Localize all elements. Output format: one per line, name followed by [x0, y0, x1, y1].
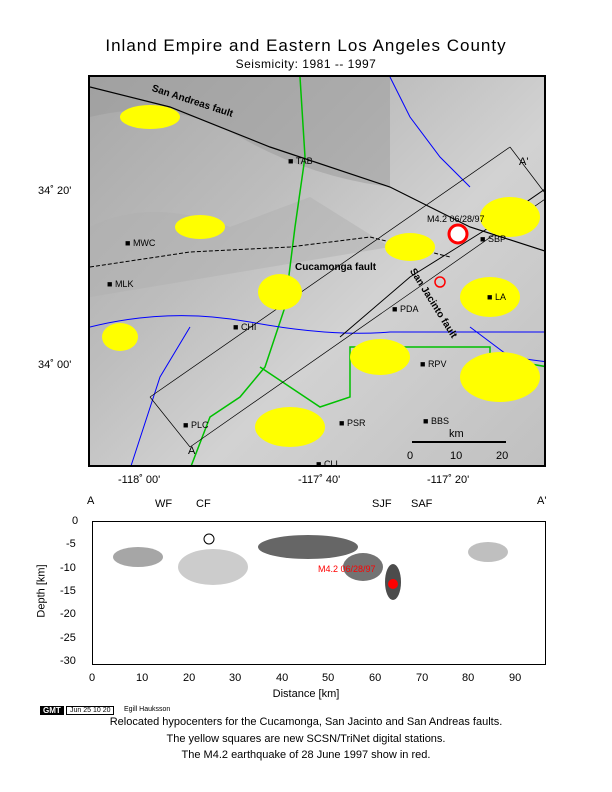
- section-graphics: [113, 533, 508, 600]
- hypocenter-clusters: [113, 535, 508, 600]
- station-chi: ■ CHI: [233, 322, 257, 332]
- map-graphics: [90, 77, 544, 465]
- gmt-logo: GMT: [40, 706, 64, 715]
- x-tick-90: 90: [509, 672, 522, 684]
- station-bbs: ■ BBS: [423, 416, 449, 426]
- y-tick-5: -5: [66, 538, 76, 550]
- lon-label-118-00: -118˚ 00': [118, 474, 161, 486]
- seismicity-cluster: [175, 215, 225, 239]
- lat-label-34-00: 34˚ 00': [38, 359, 72, 371]
- cross-section-box: [149, 146, 544, 448]
- map-title: Inland Empire and Eastern Los Angeles Co…: [105, 36, 507, 55]
- station-mwc: ■ MWC: [125, 238, 156, 248]
- event-beachball: [447, 223, 469, 245]
- xs-end-a-prime: A': [537, 495, 547, 507]
- station-plc: ■ PLC: [183, 420, 209, 430]
- hypocenter-cluster: [178, 549, 248, 585]
- hill-shade: [90, 197, 390, 297]
- hypocenter-cluster: [468, 542, 508, 562]
- fault-marker-cf: CF: [196, 498, 211, 510]
- river-3: [389, 77, 471, 188]
- station-rpv: ■ RPV: [420, 359, 447, 369]
- section-label-a-map: A: [188, 445, 196, 457]
- seismicity-cluster: [255, 407, 325, 447]
- x-tick-0: 0: [89, 672, 96, 684]
- river-2: [130, 326, 191, 465]
- seismicity-cluster: [350, 339, 410, 375]
- x-axis-label: Distance [km]: [272, 688, 340, 700]
- fault-marker-saf: SAF: [411, 498, 433, 510]
- fault-marker-wf: WF: [155, 498, 173, 510]
- seismicity-cluster: [102, 323, 138, 351]
- caption-line-3: The M4.2 earthquake of 28 June 1997 show…: [181, 749, 431, 761]
- xs-event-label: M4.2 06/28/97: [318, 564, 376, 574]
- seismicity-map: [88, 75, 546, 467]
- x-tick-40: 40: [276, 672, 289, 684]
- station-mlk: ■ MLK: [107, 279, 134, 289]
- scale-tick-0: 0: [407, 450, 414, 462]
- y-tick-10: -10: [60, 562, 76, 574]
- y-tick-30: -30: [60, 655, 76, 667]
- xs-event-beachball: [203, 533, 215, 545]
- xs-event-hypocenter: [388, 579, 398, 589]
- gmt-date: Jun 25 10 20: [66, 706, 115, 715]
- seismicity-clusters: [102, 105, 540, 447]
- x-tick-70: 70: [416, 672, 429, 684]
- seismicity-cluster: [460, 277, 520, 317]
- station-sbp: ■ SBP: [480, 234, 506, 244]
- y-tick-0: 0: [72, 515, 79, 527]
- event-epicenter: [434, 276, 446, 288]
- x-tick-50: 50: [322, 672, 335, 684]
- station-pda: ■ PDA: [392, 304, 419, 314]
- hypocenter-cluster: [343, 553, 383, 581]
- station-psr: ■ PSR: [339, 418, 366, 428]
- x-tick-20: 20: [183, 672, 196, 684]
- seismicity-cluster: [480, 197, 540, 237]
- lon-label-117-40: -117˚ 40': [298, 474, 341, 486]
- seismicity-cluster: [460, 352, 540, 402]
- x-tick-30: 30: [229, 672, 242, 684]
- mountain-shade: [90, 77, 390, 187]
- scale-unit: km: [449, 428, 464, 440]
- seismicity-cluster: [120, 105, 180, 129]
- seismicity-cluster: [258, 274, 302, 310]
- station-cll: ■ CLL: [316, 459, 341, 469]
- y-tick-20: -20: [60, 608, 76, 620]
- fault-label-cucamonga: Cucamonga fault: [295, 262, 377, 273]
- station-la: ■ LA: [487, 292, 506, 302]
- scale-tick-10: 10: [450, 450, 463, 462]
- x-tick-10: 10: [136, 672, 149, 684]
- river: [90, 315, 544, 334]
- scale-tick-20: 20: [496, 450, 509, 462]
- hypocenter-cluster: [113, 547, 163, 567]
- county-boundary: [190, 77, 306, 465]
- depth-cross-section: [92, 521, 546, 665]
- caption-line-1: Relocated hypocenters for the Cucamonga,…: [109, 716, 503, 728]
- y-tick-25: -25: [60, 632, 76, 644]
- seismicity-cluster: [385, 233, 435, 261]
- xs-end-a: A: [87, 495, 95, 507]
- y-tick-15: -15: [60, 585, 76, 597]
- lat-label-34-20: 34˚ 20': [38, 185, 72, 197]
- map-event-label: M4.2 06/28/97: [427, 214, 485, 224]
- lon-label-117-20: -117˚ 20': [427, 474, 470, 486]
- section-label-a-prime-map: A': [519, 156, 529, 168]
- author-credit: Egill Hauksson: [124, 706, 171, 713]
- y-axis-label: Depth [km]: [35, 564, 48, 618]
- map-subtitle: Seismicity: 1981 -- 1997: [235, 57, 377, 71]
- caption-line-2: The yellow squares are new SCSN/TriNet d…: [166, 733, 446, 745]
- x-tick-60: 60: [369, 672, 382, 684]
- station-tab: ■ TAB: [288, 156, 313, 166]
- hypocenter-cluster: [258, 535, 358, 559]
- x-tick-80: 80: [462, 672, 475, 684]
- fault-marker-sjf: SJF: [372, 498, 392, 510]
